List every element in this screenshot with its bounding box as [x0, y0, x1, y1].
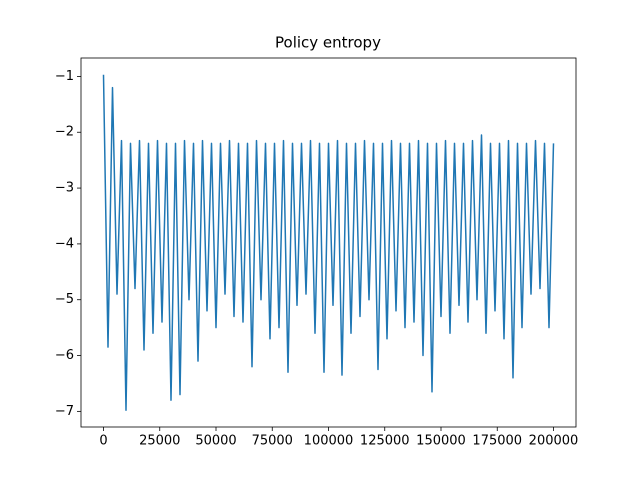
y-tick-label: −7 [55, 404, 74, 419]
x-tick-label: 100000 [304, 434, 354, 449]
chart-title: Policy entropy [275, 34, 381, 52]
y-tick-label: −2 [55, 125, 74, 140]
y-tick-label: −5 [55, 292, 74, 307]
x-tick-label: 75000 [252, 434, 293, 449]
x-tick-label: 125000 [360, 434, 410, 449]
x-tick-label: 50000 [195, 434, 236, 449]
x-tick-label: 200000 [529, 434, 579, 449]
data-line [102, 74, 555, 411]
y-tick-label: −6 [55, 348, 74, 363]
x-tick-label: 150000 [416, 434, 466, 449]
y-tick-label: −3 [55, 181, 74, 196]
x-tick-label: 0 [99, 434, 107, 449]
x-tick-label: 175000 [472, 434, 522, 449]
x-tick-label: 25000 [139, 434, 180, 449]
y-tick-label: −4 [55, 236, 74, 251]
y-tick-label: −1 [55, 69, 74, 84]
